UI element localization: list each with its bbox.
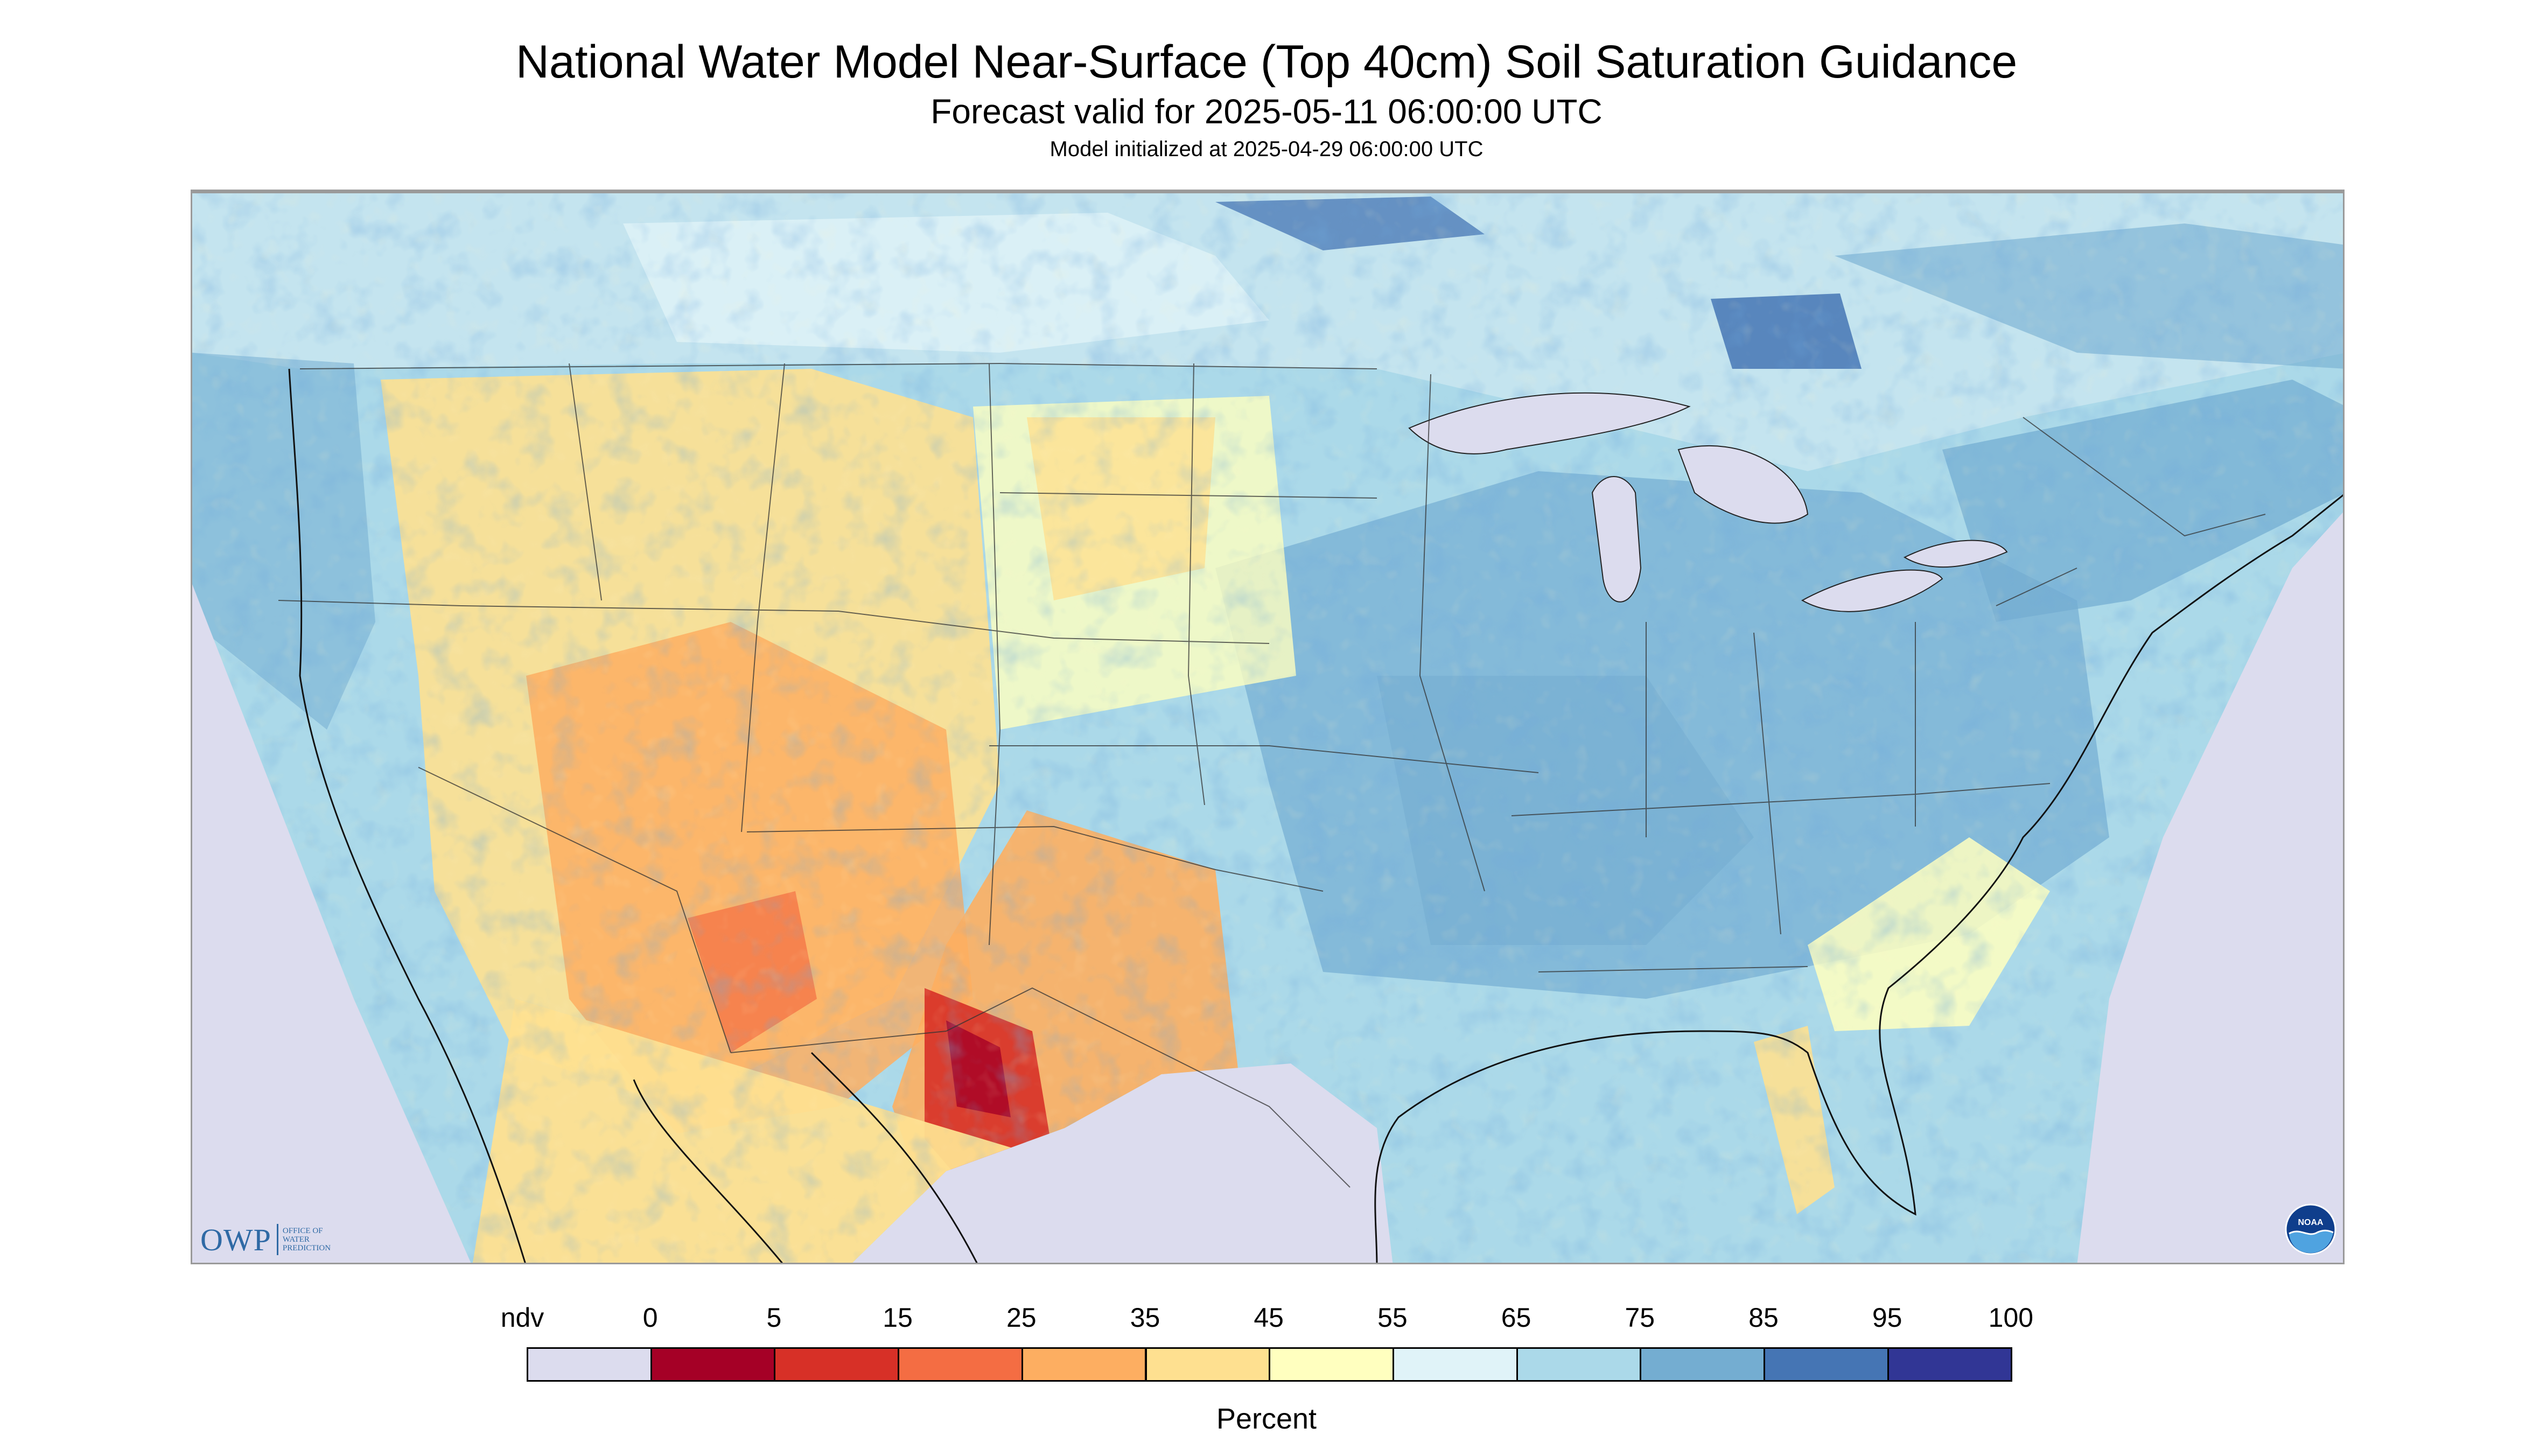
owp-logo-line-1: OFFICE OF: [282, 1227, 323, 1235]
owp-logo-subtext: OFFICE OF WATER PREDICTION: [283, 1227, 353, 1252]
model-init-line: Model initialized at 2025-04-29 06:00:00…: [1049, 137, 1484, 161]
noaa-logo-text: NOAA: [2298, 1218, 2324, 1227]
legend-swatch: [1021, 1347, 1147, 1382]
noaa-logo-icon: NOAA: [2285, 1203, 2336, 1255]
legend-label: 85: [1748, 1303, 1779, 1333]
legend-swatch: [527, 1347, 652, 1382]
map-canvas: [192, 191, 2343, 1263]
state-borders: [278, 362, 2266, 1188]
legend-swatch: [774, 1347, 900, 1382]
legend-swatch: [1269, 1347, 1394, 1382]
legend-label: 45: [1254, 1303, 1284, 1333]
legend-label: 100: [1988, 1303, 2034, 1333]
legend-units-label: Percent: [1216, 1403, 1317, 1435]
legend-label: 55: [1377, 1303, 1408, 1333]
legend-swatch: [650, 1347, 776, 1382]
owp-logo-line-3: PREDICTION: [282, 1244, 331, 1252]
coastlines: [288, 368, 2343, 1263]
legend-swatch: [1764, 1347, 1889, 1382]
owp-logo-line-2: WATER: [282, 1235, 310, 1244]
legend-swatch: [1516, 1347, 1642, 1382]
legend-swatch: [1640, 1347, 1765, 1382]
soil-saturation-map: OWP OFFICE OF WATER PREDICTION NOAA: [191, 190, 2345, 1264]
legend-label: 65: [1501, 1303, 1531, 1333]
legend-label: 25: [1006, 1303, 1037, 1333]
owp-logo-divider: [276, 1224, 278, 1255]
forecast-valid-subtitle: Forecast valid for 2025-05-11 06:00:00 U…: [930, 92, 1603, 131]
legend-swatch: [1392, 1347, 1518, 1382]
legend-label: 95: [1872, 1303, 1902, 1333]
owp-logo-word: OWP: [200, 1222, 271, 1257]
legend-swatch: [898, 1347, 1023, 1382]
legend-label: 15: [883, 1303, 913, 1333]
owp-logo: OWP OFFICE OF WATER PREDICTION: [200, 1221, 353, 1258]
map-title: National Water Model Near-Surface (Top 4…: [515, 36, 2018, 88]
legend-swatch: [1145, 1347, 1271, 1382]
great-lakes: [1408, 392, 2008, 612]
legend-label: ndv: [500, 1303, 544, 1333]
legend-swatch: [1887, 1347, 2013, 1382]
legend-label: 5: [766, 1303, 782, 1333]
legend-label: 75: [1625, 1303, 1655, 1333]
legend-label: 35: [1130, 1303, 1160, 1333]
legend-label: 0: [642, 1303, 658, 1333]
